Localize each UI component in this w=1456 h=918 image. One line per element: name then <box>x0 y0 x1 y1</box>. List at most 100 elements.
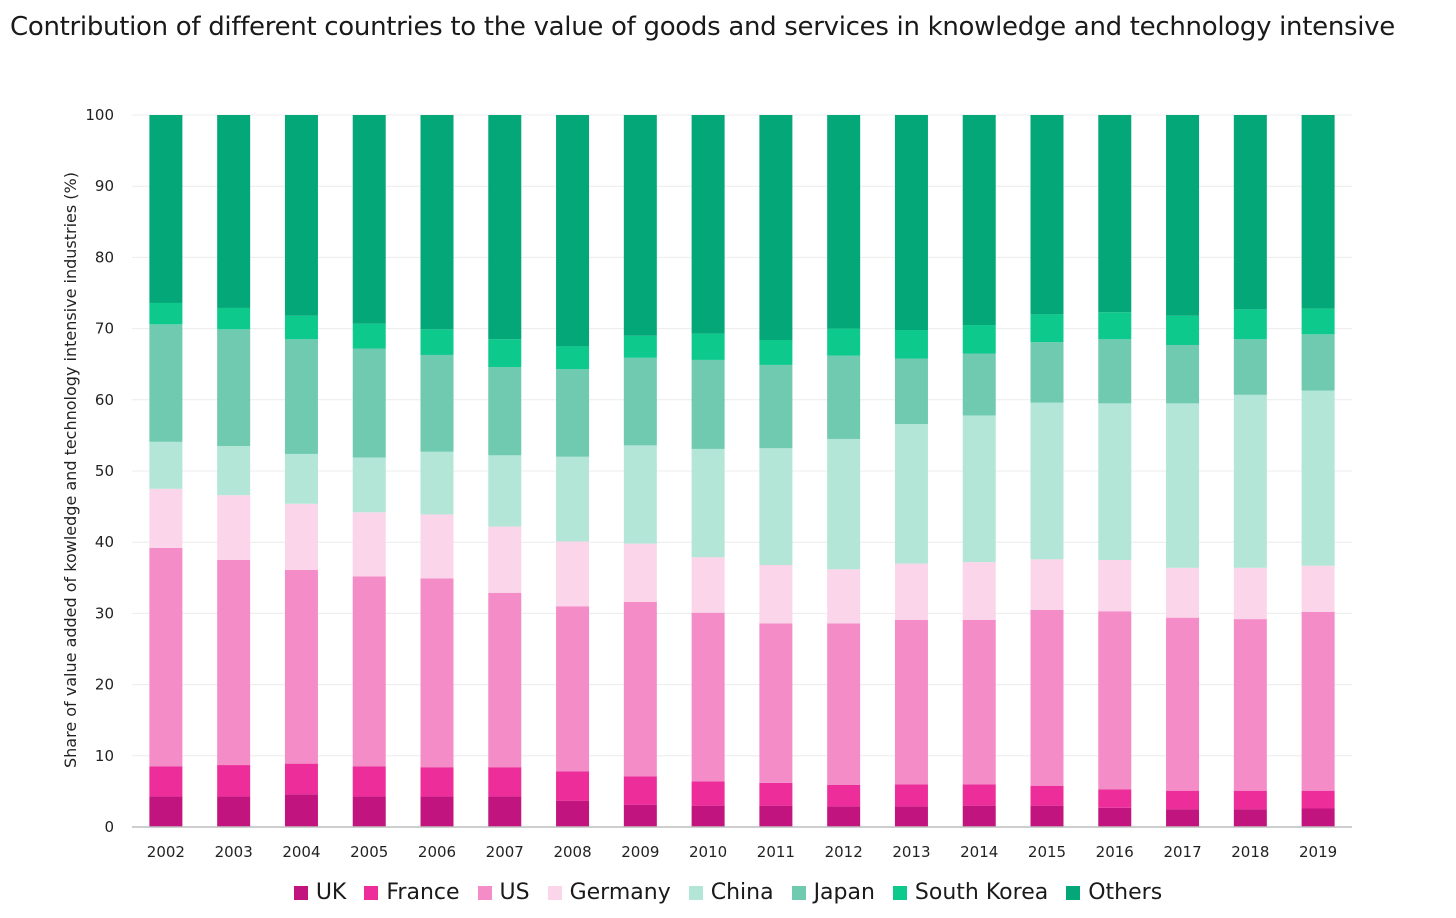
bar-segment-china-2009 <box>623 445 657 544</box>
bar-segment-china-2013 <box>894 424 928 564</box>
bar-segment-south-korea-2005 <box>352 323 386 349</box>
bar-segment-uk-2011 <box>759 805 793 827</box>
bar-segment-uk-2016 <box>1098 807 1132 827</box>
bar-segment-us-2018 <box>1233 619 1267 791</box>
bar-segment-japan-2017 <box>1166 344 1200 404</box>
bar-segment-others-2006 <box>420 115 454 330</box>
bar-segment-germany-2009 <box>623 543 657 603</box>
bar-segment-china-2019 <box>1301 390 1335 566</box>
bar-segment-others-2019 <box>1301 115 1335 309</box>
bar-segment-china-2015 <box>1030 402 1064 560</box>
axes: 0 10 20 30 40 50 60 70 80 90 100 2002 2003 2004 2005 20… <box>85 106 1352 861</box>
bar-segment-uk-2004 <box>284 794 318 827</box>
bar-segment-uk-2017 <box>1166 809 1200 827</box>
y-tick-label: 50 <box>95 462 114 480</box>
bar-segment-south-korea-2014 <box>962 325 996 354</box>
bar-segment-us-2017 <box>1166 617 1200 791</box>
bar-segment-china-2014 <box>962 415 996 563</box>
bar-segment-south-korea-2016 <box>1098 312 1132 340</box>
bar-segment-china-2005 <box>352 457 386 513</box>
legend-item-south-korea: South Korea <box>892 880 1048 905</box>
legend-item-france: France <box>364 880 460 905</box>
legend-swatch <box>547 885 562 900</box>
bar-segment-south-korea-2008 <box>556 346 590 370</box>
bar-segment-france-2004 <box>284 763 318 795</box>
bars <box>149 115 1335 827</box>
bar-segment-china-2002 <box>149 441 183 489</box>
bar-segment-germany-2019 <box>1301 565 1335 612</box>
bar-segment-france-2010 <box>691 781 725 806</box>
bar-segment-south-korea-2019 <box>1301 308 1335 335</box>
x-tick-label: 2005 <box>350 843 388 861</box>
legend-item-japan: Japan <box>791 880 875 905</box>
bar-segment-japan-2002 <box>149 324 183 442</box>
bar-segment-china-2017 <box>1166 403 1200 568</box>
bar-segment-others-2011 <box>759 115 793 340</box>
bar-segment-us-2019 <box>1301 611 1335 791</box>
bar-segment-others-2005 <box>352 115 386 324</box>
bar-segment-south-korea-2011 <box>759 339 793 365</box>
y-tick-label: 20 <box>95 676 114 694</box>
bar-segment-france-2011 <box>759 782 793 806</box>
bar-segment-others-2012 <box>827 115 861 329</box>
bar-segment-japan-2011 <box>759 364 793 449</box>
bar-segment-china-2007 <box>488 455 522 527</box>
bar-segment-china-2004 <box>284 453 318 504</box>
y-tick-label: 70 <box>95 320 114 338</box>
legend-label: France <box>386 880 460 905</box>
bar-segment-uk-2002 <box>149 796 183 827</box>
bar-segment-japan-2016 <box>1098 339 1132 404</box>
bar-segment-us-2016 <box>1098 611 1132 790</box>
bar-segment-others-2015 <box>1030 115 1064 315</box>
bar-segment-south-korea-2017 <box>1166 315 1200 345</box>
bar-segment-south-korea-2013 <box>894 330 928 359</box>
legend-item-us: US <box>477 880 530 905</box>
bar-segment-uk-2007 <box>488 796 522 827</box>
legend-label: China <box>710 880 774 905</box>
x-tick-label: 2008 <box>553 843 591 861</box>
bar-segment-uk-2018 <box>1233 809 1267 827</box>
bar-segment-others-2004 <box>284 115 318 316</box>
bar-segment-france-2014 <box>962 784 996 806</box>
bar-segment-us-2012 <box>827 623 861 785</box>
y-tick-label: 40 <box>95 533 114 551</box>
bar-segment-us-2006 <box>420 578 454 768</box>
chart-title: Contribution of different countries to t… <box>10 12 1395 42</box>
bar-segment-us-2008 <box>556 606 590 772</box>
bar-segment-japan-2012 <box>827 355 861 439</box>
bar-segment-others-2013 <box>894 115 928 331</box>
bar-segment-france-2005 <box>352 766 386 797</box>
bar-segment-japan-2013 <box>894 358 928 425</box>
x-tick-label: 2014 <box>960 843 998 861</box>
bar-segment-japan-2008 <box>556 369 590 457</box>
bar-segment-others-2003 <box>217 115 251 308</box>
bar-segment-germany-2002 <box>149 488 183 548</box>
y-tick-label: 100 <box>85 106 114 124</box>
y-tick-label: 80 <box>95 248 114 266</box>
bar-segment-germany-2006 <box>420 514 454 579</box>
legend-swatch <box>688 885 703 900</box>
bar-segment-japan-2018 <box>1233 339 1267 395</box>
y-tick-label: 30 <box>95 604 114 622</box>
bar-segment-france-2019 <box>1301 790 1335 809</box>
bar-segment-france-2016 <box>1098 789 1132 808</box>
bar-segment-germany-2011 <box>759 564 793 624</box>
bar-segment-us-2004 <box>284 569 318 764</box>
bar-segment-uk-2019 <box>1301 808 1335 827</box>
bar-segment-others-2016 <box>1098 115 1132 313</box>
bar-segment-others-2002 <box>149 115 183 303</box>
legend-swatch <box>293 885 308 900</box>
bar-segment-germany-2008 <box>556 541 590 607</box>
legend-swatch <box>892 885 907 900</box>
bar-segment-germany-2010 <box>691 557 725 613</box>
legend-label: Germany <box>569 880 671 905</box>
bar-segment-uk-2015 <box>1030 805 1064 827</box>
x-tick-label: 2013 <box>892 843 930 861</box>
bar-segment-south-korea-2015 <box>1030 314 1064 343</box>
x-tick-label: 2012 <box>825 843 863 861</box>
legend-item-uk: UK <box>293 880 346 905</box>
x-tick-label: 2010 <box>689 843 727 861</box>
bar-segment-china-2016 <box>1098 403 1132 560</box>
bar-segment-south-korea-2007 <box>488 339 522 368</box>
bar-segment-others-2017 <box>1166 115 1200 316</box>
